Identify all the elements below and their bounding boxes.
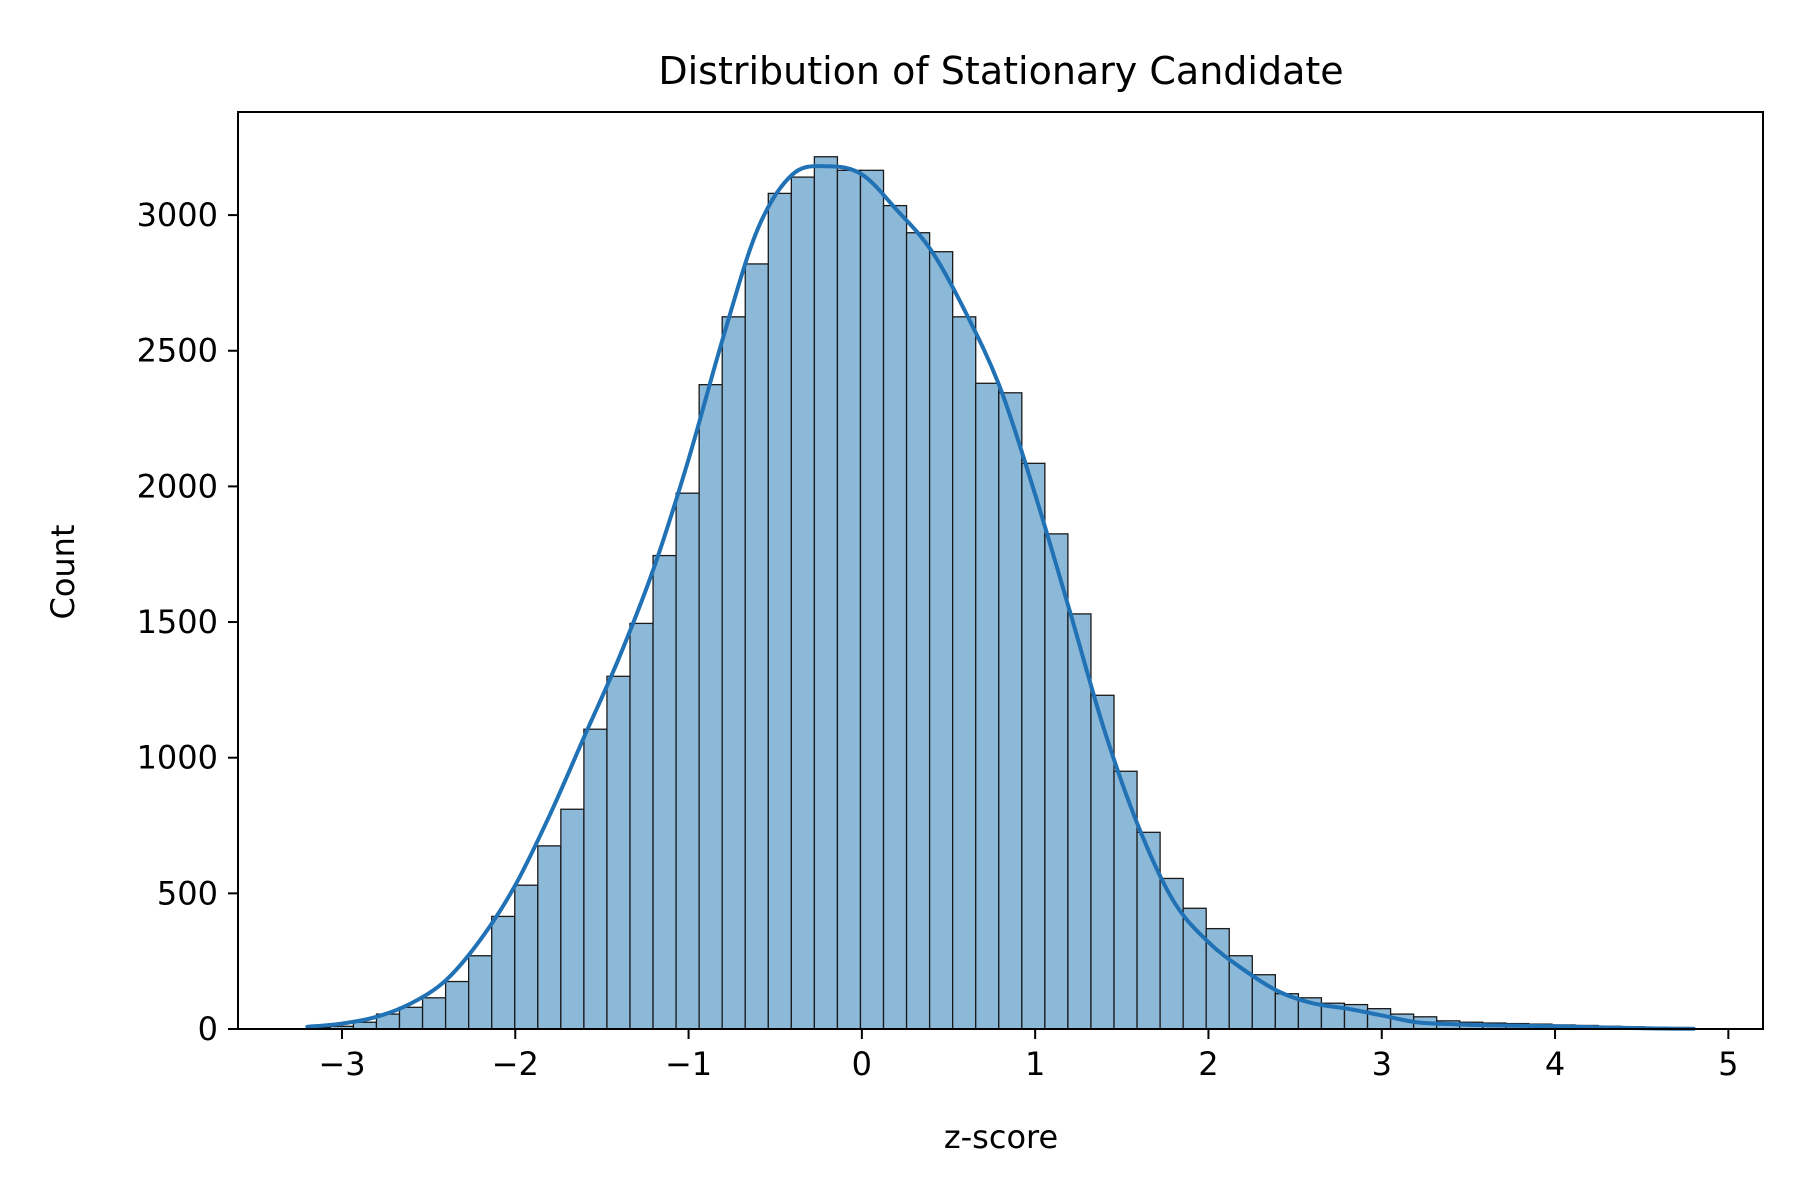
histogram-bar	[1136, 831, 1161, 1030]
x-tick-label: 4	[1545, 1045, 1565, 1083]
x-axis-title: z-score	[944, 1118, 1058, 1156]
bars-layer	[306, 156, 1691, 1030]
histogram-bar	[767, 192, 792, 1030]
histogram-bar	[975, 382, 1000, 1030]
x-tick-label: 0	[852, 1045, 872, 1083]
y-tick-label: 1000	[137, 739, 218, 777]
histogram-bar	[675, 492, 700, 1030]
histogram-bar	[905, 232, 931, 1030]
histogram-bar	[928, 251, 954, 1030]
plot-frame	[237, 111, 1764, 1030]
y-axis-title: Count	[44, 524, 82, 619]
histogram-bar	[421, 997, 447, 1030]
x-tick-label: −1	[665, 1045, 712, 1083]
histogram-bar	[836, 169, 862, 1030]
y-tick-label: 3000	[137, 196, 218, 234]
histogram-bar	[790, 176, 816, 1030]
histogram-bar	[468, 955, 493, 1030]
histogram-bar	[606, 675, 631, 1030]
y-tick-label: 500	[157, 874, 218, 912]
x-axis: −3 −2 −1 0 1 2 3 4 5	[318, 1029, 1739, 1083]
histogram-bar	[514, 884, 539, 1030]
x-tick-label: 2	[1198, 1045, 1218, 1083]
histogram-bar	[352, 1021, 378, 1030]
histogram-bar	[491, 915, 516, 1030]
kde-curve	[305, 164, 1696, 1031]
histogram-bar	[1021, 462, 1046, 1030]
y-tick-label: 2500	[137, 332, 218, 370]
x-tick-label: 5	[1718, 1045, 1738, 1083]
histogram-bar	[1044, 533, 1069, 1030]
kde-layer	[305, 164, 1696, 1031]
histogram-bar	[744, 263, 769, 1030]
y-tick-label: 2000	[137, 467, 218, 505]
y-tick-label: 1500	[137, 603, 218, 641]
x-tick-label: −3	[318, 1045, 365, 1083]
histogram-bar	[813, 156, 839, 1030]
histogram-bar	[560, 808, 585, 1030]
chart-title: Distribution of Stationary Candidate	[658, 49, 1343, 93]
histogram-bar	[998, 392, 1023, 1030]
histogram-bar	[583, 728, 608, 1030]
histogram-bar	[859, 169, 885, 1030]
histogram-bar	[652, 554, 677, 1030]
histogram-bar	[698, 384, 723, 1030]
histogram-bar	[952, 316, 977, 1030]
histogram-bar	[629, 622, 654, 1030]
x-tick-label: 1	[1025, 1045, 1045, 1083]
x-tick-label: −2	[492, 1045, 539, 1083]
histogram-bar	[537, 845, 562, 1030]
histogram-bar	[882, 204, 908, 1030]
histogram-bar	[721, 316, 746, 1030]
x-tick-label: 3	[1372, 1045, 1392, 1083]
histogram-bar	[398, 1006, 424, 1030]
histogram-bar	[444, 980, 470, 1030]
y-tick-label: 0	[198, 1010, 218, 1048]
y-axis: 0 500 1000 1500 2000 2500 3000	[137, 196, 238, 1048]
